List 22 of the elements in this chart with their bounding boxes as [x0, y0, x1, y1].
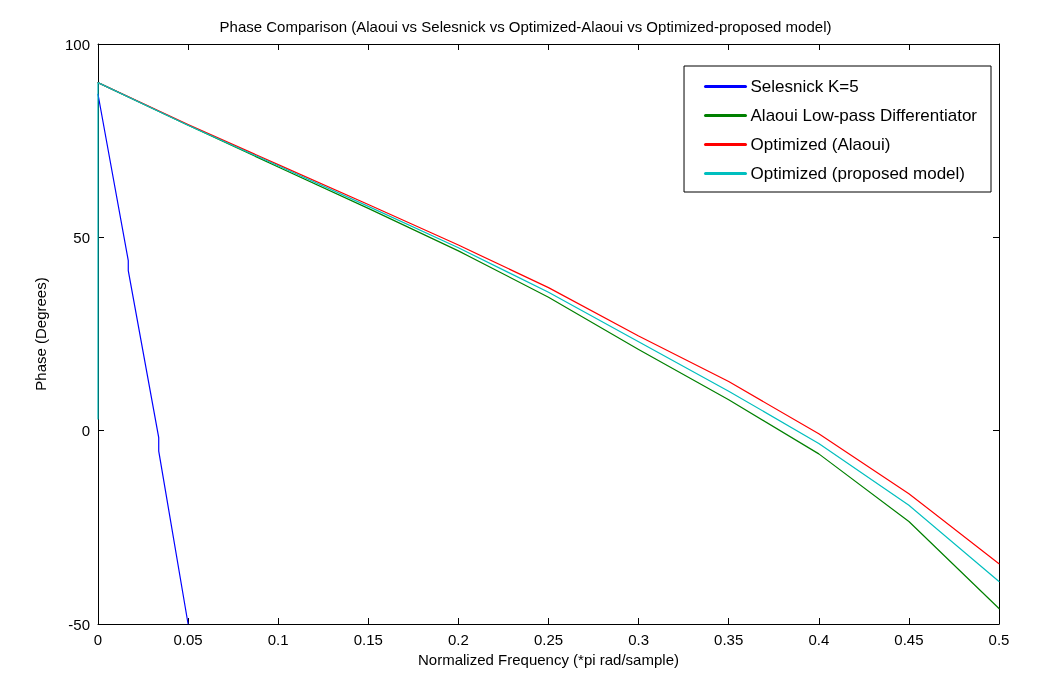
y-tick-label: 0 — [81, 422, 90, 440]
legend-label: Selesnick K=5 — [750, 77, 859, 96]
x-axis-title: Normalized Frequency (*pi rad/sample) — [418, 650, 679, 668]
chart-title: Phase Comparison (Alaoui vs Selesnick vs Optimized-Alaoui vs Optimized-proposed model) — [219, 18, 832, 35]
y-tick-label: 50 — [73, 228, 90, 246]
legend-label: Optimized (Alaoui) — [750, 135, 891, 154]
y-axis-title: Phase (Degrees) — [32, 277, 49, 391]
x-tick-label: 0.45 — [894, 631, 924, 648]
x-tick-label: 0.15 — [353, 631, 383, 648]
x-tick-label: 0.25 — [533, 631, 564, 648]
legend-label: Alaoui Low-pass Differentiator — [750, 106, 978, 125]
y-tick-label: 100 — [64, 35, 90, 53]
x-tick-label: 0.5 — [988, 631, 1010, 648]
legend-label: Optimized (proposed model) — [750, 164, 966, 183]
x-tick-label: 0.35 — [714, 631, 744, 648]
x-tick-label: 0.05 — [173, 631, 203, 648]
y-tick-label: -50 — [68, 615, 90, 633]
x-tick-label: 0.3 — [628, 631, 650, 648]
x-tick-label: 0.2 — [447, 631, 469, 648]
x-tick-label: 0.1 — [267, 631, 289, 648]
x-tick-label: 0.4 — [808, 631, 830, 648]
x-tick-label: 0 — [93, 631, 103, 648]
